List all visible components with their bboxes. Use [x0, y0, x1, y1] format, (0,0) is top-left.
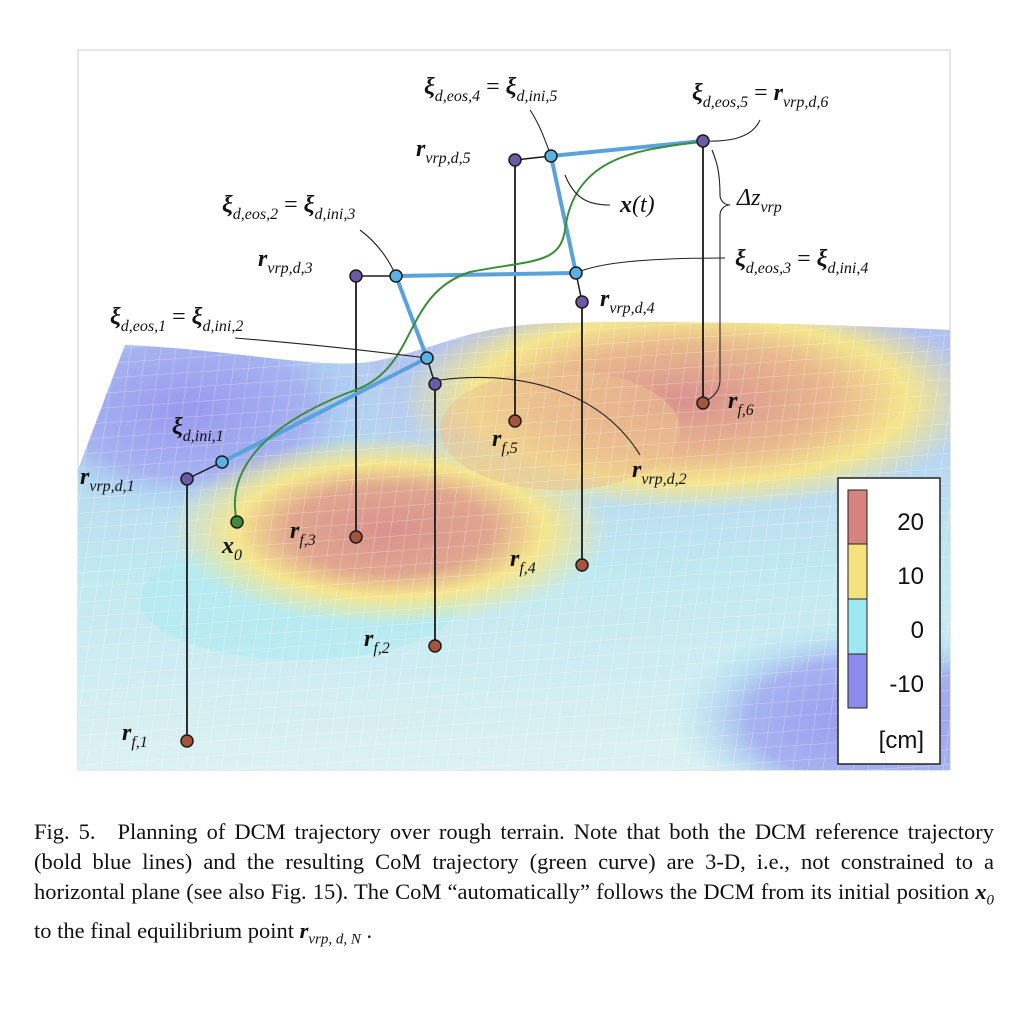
caption-x0-subscript: 0 [986, 892, 995, 909]
dcm-point-eos4 [544, 149, 558, 163]
dcm-reference-trajectory [221, 139, 704, 464]
caption-r-subscript: vrp, d, N [308, 931, 361, 947]
caption-text-3: . [360, 917, 373, 943]
legend-swatch-0 [847, 598, 868, 655]
label-x-t: x(t) [619, 192, 655, 218]
foot-point-5 [508, 414, 522, 428]
label-xi-eos3: ξd,eos,3 = ξd,ini,4 [735, 246, 868, 277]
label-xi-eos5: ξd,eos,5 = rvrp,d,6 [692, 80, 828, 111]
foot-point-1 [180, 734, 194, 748]
legend-tick-minus10: -10 [889, 671, 924, 698]
label-delta-z-vrp: Δzvrp [736, 185, 782, 216]
caption-text-1: Planning of DCM trajectory over rough te… [34, 819, 994, 904]
vrp-point-1 [180, 472, 194, 486]
caption-r-symbol: r [299, 917, 309, 943]
dcm-point-eos1 [420, 351, 434, 365]
label-r-f5: rf,5 [492, 426, 518, 457]
height-colorbar-legend: 20 10 0 -10 [cm] [837, 477, 941, 765]
caption-text-2: to the final equilibrium point [34, 917, 300, 943]
legend-tick-0: 0 [911, 617, 924, 644]
dcm-point-eos3 [569, 266, 583, 280]
label-r-f1: rf,1 [122, 720, 148, 751]
legend-swatch-minus10 [847, 653, 868, 709]
foot-point-4 [575, 558, 589, 572]
foot-point-3 [349, 530, 363, 544]
trajectory-points [180, 134, 710, 748]
label-xi-eos2: ξd,eos,2 = ξd,ini,3 [222, 192, 355, 223]
caption-x0-symbol: x [975, 879, 987, 904]
dcm-point-ini1 [215, 455, 229, 469]
label-r-vrp1: rvrp,d,1 [80, 464, 135, 495]
label-r-f4: rf,4 [510, 546, 536, 577]
vrp-point-2 [428, 377, 442, 391]
terrain-surface [78, 322, 950, 770]
leader-lines [234, 109, 761, 456]
legend-swatch-20 [847, 489, 868, 545]
vertical-drop-lines [186, 141, 704, 741]
label-r-f2: rf,2 [364, 626, 390, 657]
label-r-vrp3: rvrp,d,3 [258, 246, 313, 277]
label-r-f6: rf,6 [728, 388, 754, 419]
com-trajectory [233, 140, 704, 523]
label-r-vrp5: rvrp,d,5 [416, 136, 471, 167]
label-r-vrp2: rvrp,d,2 [632, 457, 687, 488]
figure-caption: Fig. 5. Planning of DCM trajectory over r… [34, 817, 994, 954]
label-x0: x0 [221, 533, 242, 564]
foot-point-2 [428, 639, 442, 653]
legend-tick-20: 20 [897, 509, 924, 536]
dcm-point-eos2 [389, 269, 403, 283]
label-xi-eos1: ξd,eos,1 = ξd,ini,2 [110, 304, 243, 335]
legend-unit: [cm] [879, 727, 924, 754]
label-r-f3: rf,3 [290, 518, 316, 549]
dcm-terrain-figure: ξd,eos,4 = ξd,ini,5 ξd,eos,5 = rvrp,d,6 … [77, 49, 951, 771]
label-r-vrp4: rvrp,d,4 [600, 286, 655, 317]
vrp-point-3 [349, 269, 363, 283]
foot-point-6 [696, 396, 710, 410]
vrp-point-5 [508, 153, 522, 167]
vrp-point-6 [696, 134, 710, 148]
legend-tick-10: 10 [897, 563, 924, 590]
legend-swatch-10 [847, 543, 868, 600]
com-initial-point [230, 515, 244, 529]
label-xi-ini1: ξd,ini,1 [172, 414, 224, 445]
label-xi-eos4: ξd,eos,4 = ξd,ini,5 [424, 74, 557, 105]
vrp-point-4 [575, 295, 589, 309]
caption-figure-label: Fig. 5. [34, 819, 96, 844]
